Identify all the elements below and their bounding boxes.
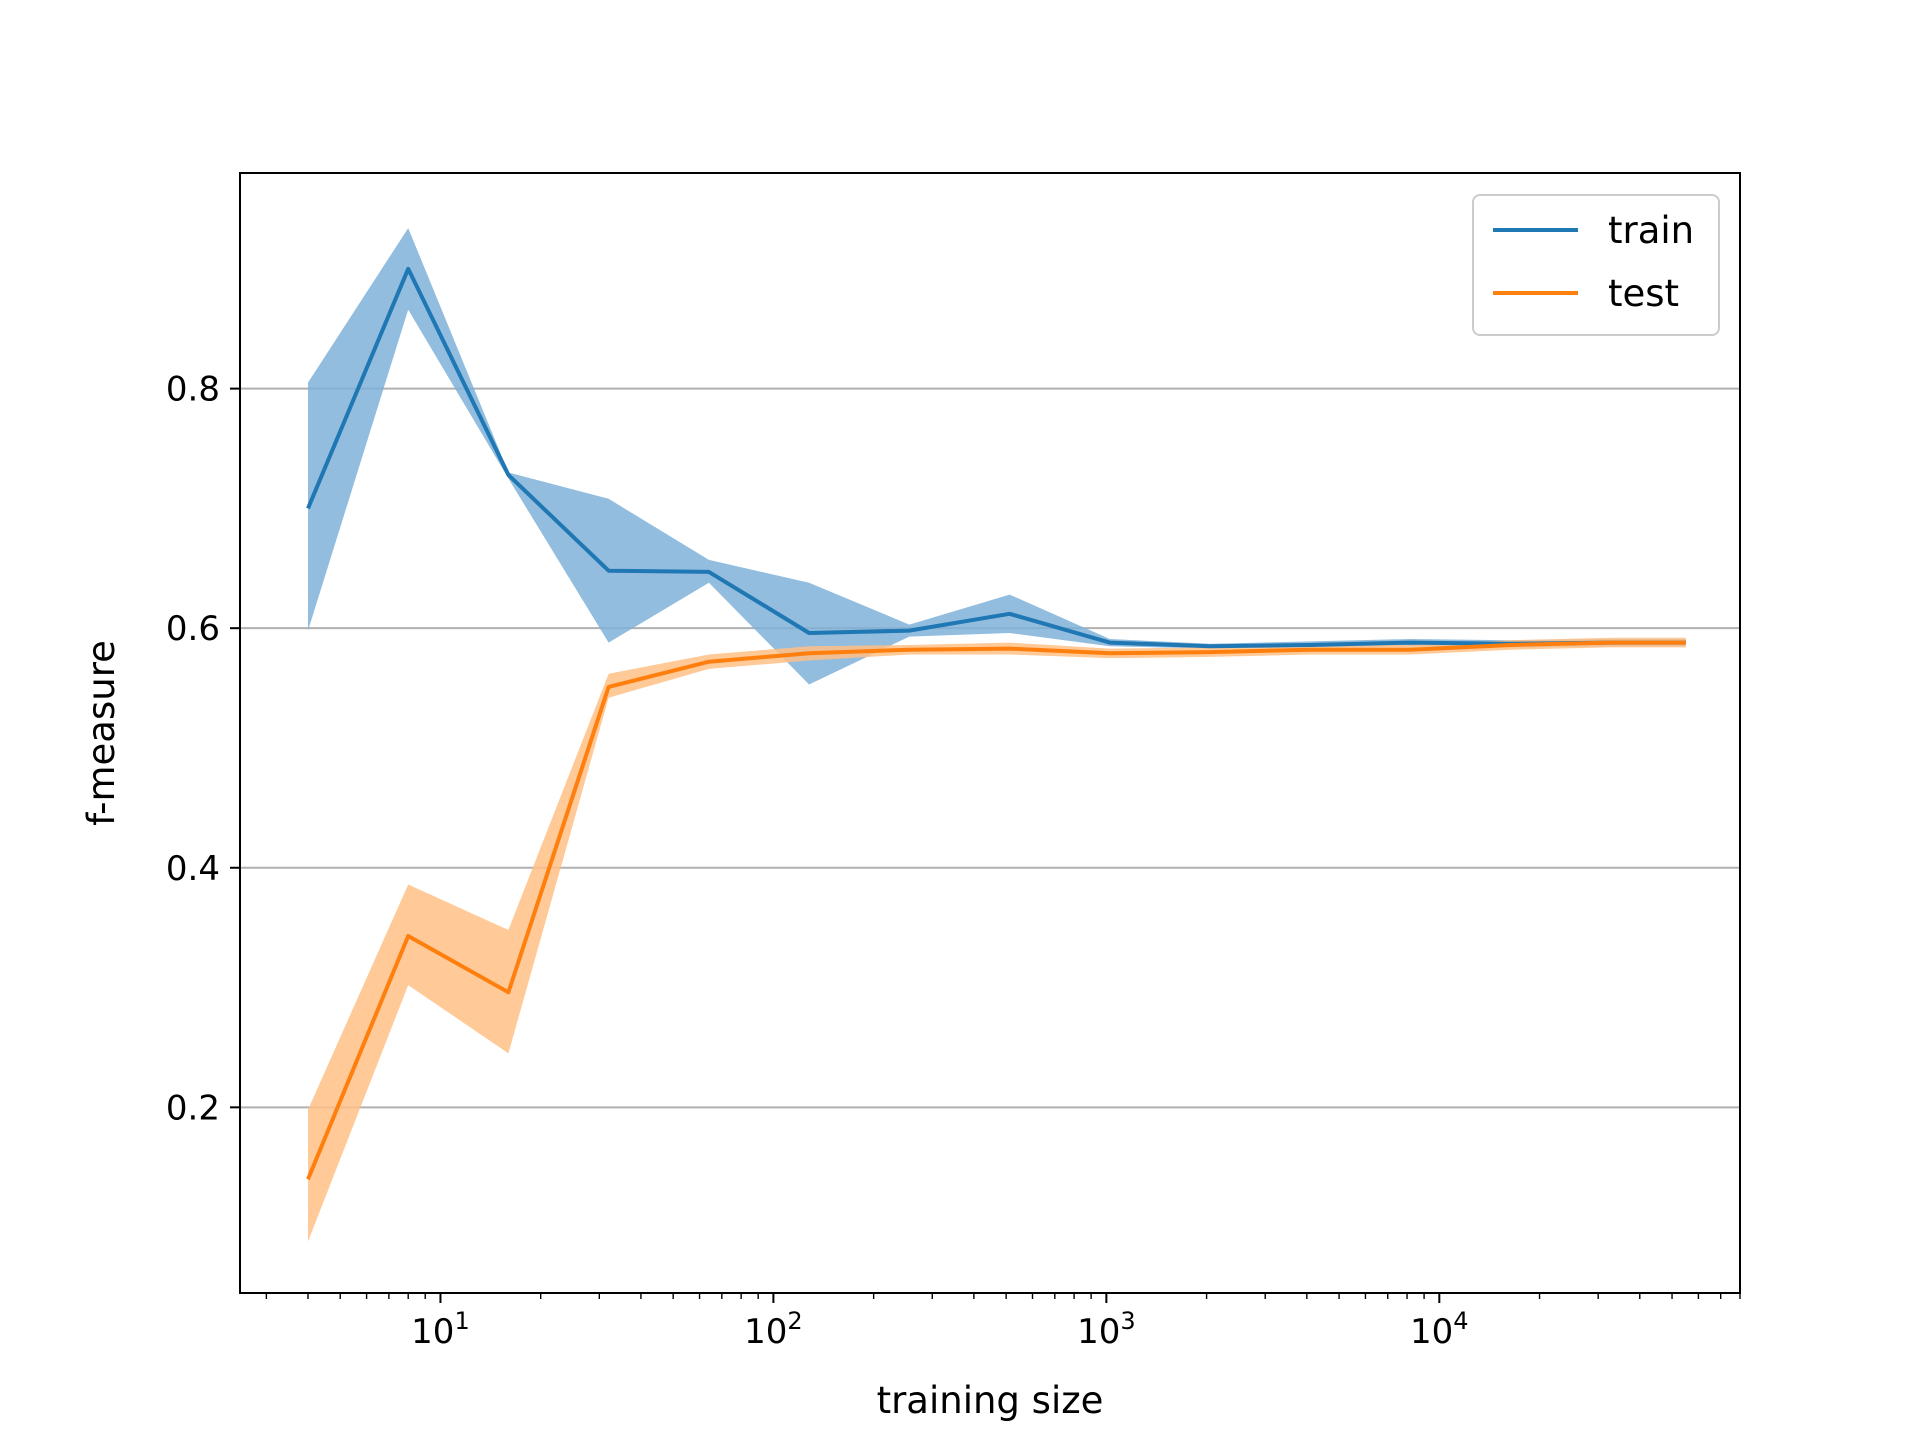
- y-axis-ticks: 0.2 0.4 0.6 0.8: [166, 370, 240, 1128]
- x-tick-label-3: 104: [1410, 1307, 1469, 1352]
- plot-frame: [239, 172, 1741, 1294]
- x-tick-label-0: 101: [411, 1307, 470, 1352]
- y-tick-label-0: 0.2: [166, 1088, 220, 1128]
- legend-label-train: train: [1608, 209, 1694, 252]
- y-axis-label: f-measure: [80, 640, 123, 826]
- legend: train test: [1472, 194, 1720, 336]
- series-lines: [306, 266, 1686, 1180]
- x-tick-label-2: 103: [1077, 1307, 1136, 1352]
- y-tick-label-3: 0.8: [166, 370, 220, 410]
- legend-label-test: test: [1608, 272, 1679, 315]
- x-axis-ticks: 101 102 103 104: [265, 1293, 1741, 1352]
- y-tick-label-1: 0.4: [166, 849, 220, 889]
- x-axis-label: training size: [877, 1379, 1104, 1422]
- x-tick-label-1: 102: [744, 1307, 803, 1352]
- y-tick-label-2: 0.6: [166, 609, 220, 649]
